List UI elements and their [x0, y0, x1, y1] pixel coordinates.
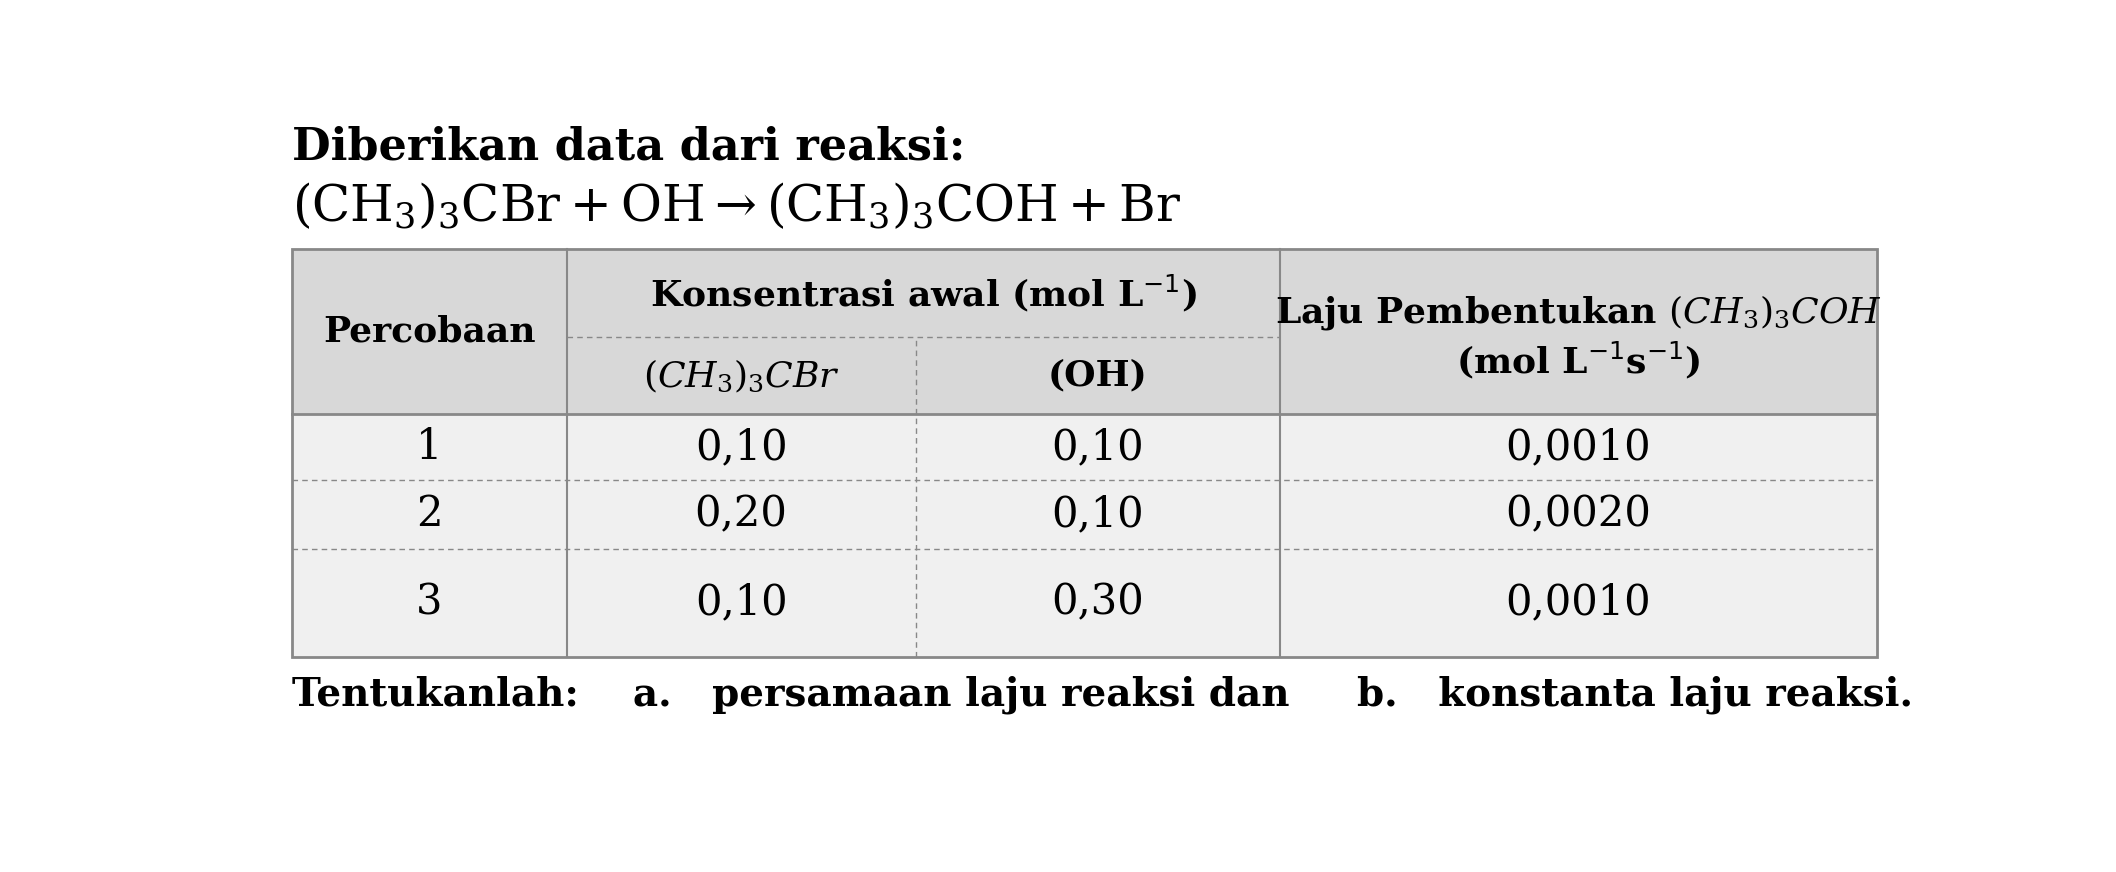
- Text: Tentukanlah:    a.   persamaan laju reaksi dan     b.   konstanta laju reaksi.: Tentukanlah: a. persamaan laju reaksi da…: [292, 676, 1913, 714]
- Text: 3: 3: [417, 582, 442, 623]
- Bar: [292, 249, 1877, 414]
- Text: 0,10: 0,10: [1052, 494, 1145, 535]
- Bar: [292, 249, 1877, 657]
- Text: $(CH_3)_3CBr$: $(CH_3)_3CBr$: [643, 358, 840, 394]
- Text: 1: 1: [417, 426, 442, 468]
- Text: 0,0020: 0,0020: [1504, 494, 1650, 535]
- Text: 0,20: 0,20: [694, 494, 787, 535]
- Text: Percobaan: Percobaan: [324, 315, 535, 349]
- Bar: [292, 414, 1877, 480]
- Text: 0,30: 0,30: [1052, 582, 1145, 623]
- Text: (OH): (OH): [1047, 358, 1147, 392]
- Bar: [292, 480, 1877, 549]
- Bar: [292, 549, 1877, 657]
- Text: Diberikan data dari reaksi:: Diberikan data dari reaksi:: [292, 126, 965, 168]
- Text: 0,0010: 0,0010: [1504, 426, 1650, 468]
- Text: 0,0010: 0,0010: [1504, 582, 1650, 623]
- Text: $\mathregular{(CH_3)_3CBr + OH \rightarrow (CH_3)_3COH + Br}$: $\mathregular{(CH_3)_3CBr + OH \rightarr…: [292, 181, 1181, 233]
- Text: 0,10: 0,10: [694, 426, 787, 468]
- Text: Konsentrasi awal (mol L$^{-1}$): Konsentrasi awal (mol L$^{-1}$): [650, 272, 1198, 314]
- Text: 0,10: 0,10: [694, 582, 787, 623]
- Text: 0,10: 0,10: [1052, 426, 1145, 468]
- Text: Laju Pembentukan $(CH_3)_3COH$: Laju Pembentukan $(CH_3)_3COH$: [1274, 293, 1881, 331]
- Text: 2: 2: [417, 494, 442, 535]
- Text: (mol L$^{-1}$s$^{-1}$): (mol L$^{-1}$s$^{-1}$): [1456, 340, 1701, 381]
